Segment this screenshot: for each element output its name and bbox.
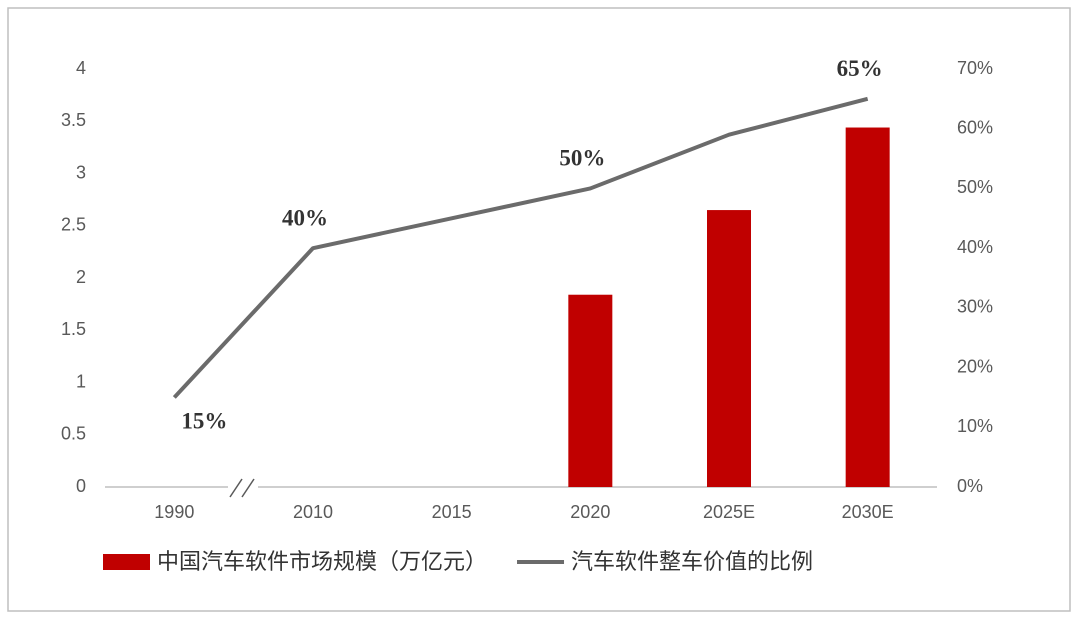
legend-label: 汽车软件整车价值的比例 xyxy=(571,550,813,575)
y-tick-label: 0 xyxy=(76,476,86,496)
y-tick-label: 4 xyxy=(76,58,86,78)
data-label: 15% xyxy=(181,409,227,434)
y-tick-label: 2 xyxy=(76,267,86,287)
axis-break xyxy=(228,478,258,498)
data-label: 65% xyxy=(837,56,883,81)
bar xyxy=(707,210,751,487)
y2-tick-label: 70% xyxy=(957,58,993,78)
y2-tick-label: 60% xyxy=(957,117,993,137)
x-tick-label: 2015 xyxy=(432,502,472,522)
x-tick-label: 2010 xyxy=(293,502,333,522)
y2-tick-label: 10% xyxy=(957,416,993,436)
y2-tick-label: 40% xyxy=(957,237,993,257)
y-tick-label: 1.5 xyxy=(61,319,86,339)
chart-border xyxy=(7,7,1071,612)
y-tick-label: 2.5 xyxy=(61,215,86,235)
y-tick-label: 1 xyxy=(76,371,86,391)
x-tick-label: 2030E xyxy=(842,502,894,522)
y2-tick-label: 50% xyxy=(957,177,993,197)
x-tick-label: 1990 xyxy=(154,502,194,522)
bar xyxy=(568,294,613,487)
y2-tick-label: 30% xyxy=(957,297,993,317)
legend-swatch xyxy=(103,554,150,570)
y-tick-label: 3 xyxy=(76,162,86,182)
line xyxy=(172,96,869,399)
y2-tick-label: 0% xyxy=(957,476,983,496)
x-tick-label: 2020 xyxy=(570,502,610,522)
x-tick-label: 2025E xyxy=(703,502,755,522)
data-label: 40% xyxy=(282,205,328,230)
y-tick-label: 3.5 xyxy=(61,110,86,130)
y-tick-label: 0.5 xyxy=(61,424,86,444)
y2-tick-label: 20% xyxy=(957,356,993,376)
bar xyxy=(845,127,890,488)
data-label: 50% xyxy=(559,146,605,171)
legend-label: 中国汽车软件市场规模（万亿元） xyxy=(157,550,487,575)
